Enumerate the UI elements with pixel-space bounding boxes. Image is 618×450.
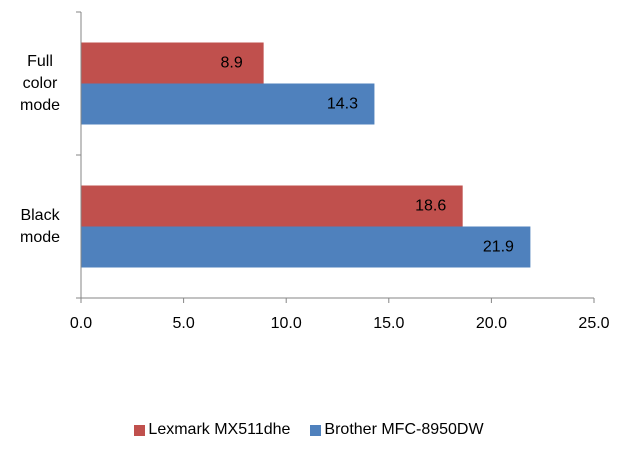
x-tick-label: 20.0 (476, 315, 507, 332)
x-tick-label: 25.0 (578, 315, 609, 332)
category-label: Black mode (20, 207, 61, 246)
bar (81, 83, 375, 125)
data-label: 18.6 (415, 198, 446, 215)
legend-swatch (134, 424, 146, 436)
x-axis-ticks: 0.0 5.0 10.0 15.0 20.0 25.0 (70, 298, 610, 332)
category-labels: Full color mode Black mode (20, 53, 61, 246)
category-label-line: Black (20, 207, 60, 224)
category-label-line: mode (20, 97, 60, 114)
x-tick-label: 15.0 (373, 315, 404, 332)
data-label: 8.9 (221, 55, 243, 72)
y-axis-ticks (76, 11, 81, 299)
bar (81, 226, 531, 268)
category-label-line: color (23, 75, 58, 92)
x-tick-label: 5.0 (172, 315, 194, 332)
legend-label: Brother MFC-8950DW (324, 421, 484, 438)
legend-item: Brother MFC-8950DW (310, 421, 484, 439)
legend-item: Lexmark MX511dhe (134, 421, 290, 439)
data-labels-layer: 8.9 14.3 18.6 21.9 (221, 55, 515, 256)
x-tick-label: 0.0 (70, 315, 92, 332)
x-tick-label: 10.0 (271, 315, 302, 332)
data-label: 14.3 (327, 96, 358, 113)
category-label-line: Full (27, 53, 53, 70)
legend-label: Lexmark MX511dhe (148, 421, 291, 438)
category-label-line: mode (20, 229, 60, 246)
data-label: 21.9 (483, 239, 514, 256)
bars-layer (81, 42, 531, 268)
legend-swatch (310, 424, 322, 436)
bar (81, 42, 264, 84)
category-label: Full color mode (20, 53, 60, 114)
bar (81, 185, 463, 227)
legend: Lexmark MX511dhe Brother MFC-8950DW (0, 418, 618, 442)
